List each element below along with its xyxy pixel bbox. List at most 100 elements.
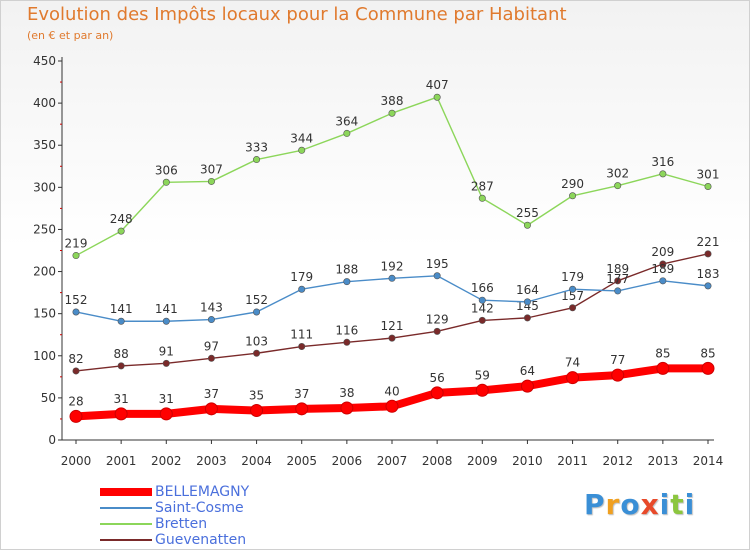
y-tick-label: 300 (33, 180, 56, 194)
data-point (340, 401, 354, 415)
y-tick-label: 150 (33, 307, 56, 321)
data-point (343, 278, 351, 286)
y-tick-label: 450 (33, 54, 56, 68)
data-label: 183 (697, 267, 720, 281)
y-tick-label: 350 (33, 138, 56, 152)
data-point (343, 129, 351, 137)
data-label: 28 (68, 394, 83, 408)
y-tick-label: 50 (41, 391, 56, 405)
data-label: 37 (204, 387, 219, 401)
data-label: 142 (471, 301, 494, 315)
data-label: 287 (471, 179, 494, 193)
data-point (162, 359, 170, 367)
data-point (388, 109, 396, 117)
data-point (72, 308, 80, 316)
data-point (159, 407, 173, 421)
logo-letter: t (670, 488, 685, 521)
y-tick-label: 200 (33, 265, 56, 279)
data-point (478, 316, 486, 324)
logo-letter: r (605, 488, 621, 521)
data-label: 111 (290, 328, 313, 342)
legend-label: Saint-Cosme (155, 500, 244, 516)
data-point (388, 274, 396, 282)
data-point (69, 409, 83, 423)
data-point (659, 260, 667, 268)
legend-swatch (100, 507, 152, 509)
x-tick-label: 2010 (512, 454, 543, 468)
data-point (611, 368, 625, 382)
x-tick-label: 2000 (61, 454, 92, 468)
data-label: 143 (200, 301, 223, 315)
data-label: 301 (697, 167, 720, 181)
x-tick-label: 2011 (557, 454, 588, 468)
data-point (614, 182, 622, 190)
data-label: 38 (339, 386, 354, 400)
data-label: 56 (430, 371, 445, 385)
logo-letter: x (640, 488, 660, 521)
data-point (520, 379, 534, 393)
data-label: 103 (245, 334, 268, 348)
data-label: 129 (426, 312, 449, 326)
data-label: 141 (155, 302, 178, 316)
data-label: 116 (335, 323, 358, 337)
data-point (298, 285, 306, 293)
legend-swatch (100, 488, 152, 496)
data-label: 188 (335, 263, 358, 277)
y-tick-label: 0 (48, 433, 56, 447)
data-label: 85 (655, 346, 670, 360)
data-label: 85 (700, 346, 715, 360)
data-label: 388 (381, 94, 404, 108)
data-point (569, 304, 577, 312)
data-label: 88 (114, 347, 129, 361)
data-label: 97 (204, 339, 219, 353)
legend-swatch (100, 539, 152, 541)
data-point (253, 308, 261, 316)
data-point (433, 272, 441, 280)
data-point (475, 383, 489, 397)
data-point (117, 317, 125, 325)
data-label: 302 (606, 167, 629, 181)
data-point (523, 314, 531, 322)
data-point (701, 361, 715, 375)
data-point (298, 343, 306, 351)
data-label: 64 (520, 364, 535, 378)
data-point (117, 227, 125, 235)
data-point (343, 338, 351, 346)
data-label: 35 (249, 389, 264, 403)
data-label: 248 (110, 212, 133, 226)
data-point (569, 285, 577, 293)
data-point (250, 404, 264, 418)
data-label: 255 (516, 206, 539, 220)
chart-title: Evolution des Impôts locaux pour la Comm… (27, 4, 567, 25)
x-tick-label: 2012 (602, 454, 633, 468)
data-label: 316 (651, 155, 674, 169)
data-point (385, 399, 399, 413)
data-label: 195 (426, 257, 449, 271)
data-label: 59 (475, 368, 490, 382)
data-point (295, 402, 309, 416)
data-label: 31 (114, 392, 129, 406)
data-point (72, 252, 80, 260)
data-label: 221 (697, 235, 720, 249)
data-point (72, 367, 80, 375)
data-point (614, 287, 622, 295)
x-tick-label: 2003 (196, 454, 227, 468)
proxiti-logo: Proxiti (584, 488, 695, 521)
logo-letter: o (620, 488, 641, 521)
data-point (704, 182, 712, 190)
data-label: 179 (290, 270, 313, 284)
data-point (659, 277, 667, 285)
x-tick-label: 2008 (422, 454, 453, 468)
data-label: 192 (381, 259, 404, 273)
data-point (298, 146, 306, 154)
data-point (656, 361, 670, 375)
data-label: 152 (245, 293, 268, 307)
x-tick-label: 2007 (377, 454, 408, 468)
data-label: 77 (610, 353, 625, 367)
data-label: 177 (606, 272, 629, 286)
data-point (253, 156, 261, 164)
data-point (433, 93, 441, 101)
data-point (430, 386, 444, 400)
x-tick-label: 2001 (106, 454, 137, 468)
